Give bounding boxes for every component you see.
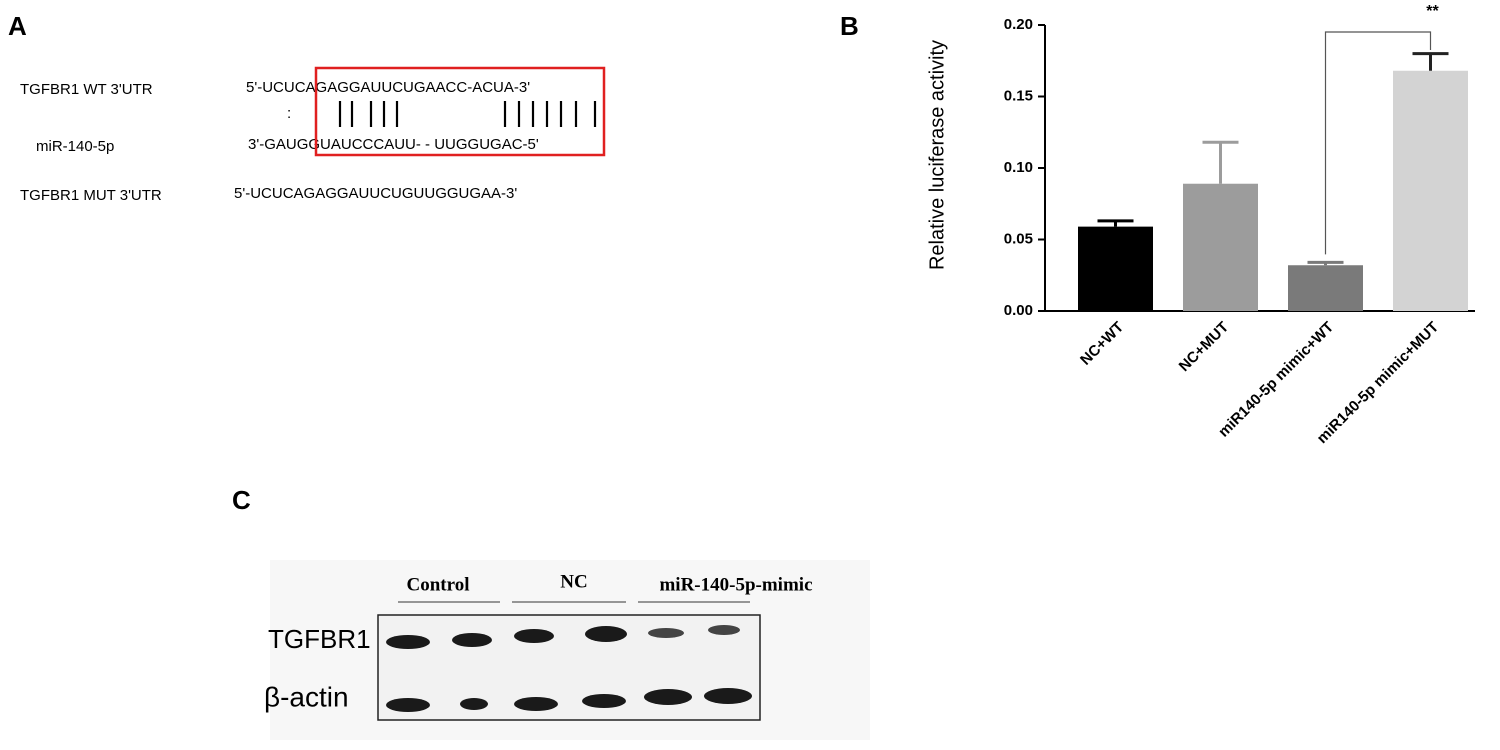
panel-label: B [840, 11, 859, 41]
error-bar [1097, 219, 1134, 227]
sequence-name: TGFBR1 MUT 3'UTR [20, 187, 162, 204]
x-tick-label: miR140-5p mimic+MUT [1314, 319, 1442, 447]
panel-label: A [8, 11, 27, 41]
y-axis-label: Relative luciferase activity [926, 40, 948, 270]
error-bar [1307, 260, 1344, 266]
panel-label: C [232, 485, 251, 515]
error-bar [1412, 52, 1449, 71]
error-bar [1202, 140, 1239, 184]
group-label: NC [560, 571, 587, 592]
row-label: β-actin [264, 681, 349, 712]
significance-label: ** [1426, 3, 1439, 20]
sequence: 3'-GAUGGUAUCCCAUU- - UUGGUGAC-5' [248, 136, 539, 153]
y-tick-label: 0.10 [1004, 159, 1033, 176]
y-tick-label: 0.15 [1004, 87, 1033, 104]
seed-box [314, 66, 606, 157]
x-tick-label: NC+WT [1077, 319, 1127, 369]
significance-bracket [1324, 31, 1432, 255]
bar [1288, 265, 1363, 311]
wobble-pair: : [287, 105, 291, 122]
sequence: 5'-UCUCAGAGGAUUCUGAACC-ACUA-3' [246, 79, 530, 96]
y-tick-label: 0.05 [1004, 230, 1033, 247]
x-tick-label: miR140-5p mimic+WT [1215, 319, 1337, 441]
sequence-name: TGFBR1 WT 3'UTR [20, 81, 153, 98]
base-pairs [338, 101, 597, 127]
group-label: Control [407, 574, 470, 595]
bar [1183, 183, 1258, 311]
row-label: TGFBR1 [268, 624, 371, 654]
bar [1078, 226, 1153, 311]
bar [1393, 70, 1468, 311]
y-tick-label: 0.00 [1004, 302, 1033, 319]
sequence: 5'-UCUCAGAGGAUUCUGUUGGUGAA-3' [234, 185, 517, 202]
x-tick-label: NC+MUT [1176, 319, 1233, 376]
bands [386, 625, 752, 712]
blot-frame [377, 614, 761, 721]
group-label: miR-140-5p-mimic [659, 574, 812, 595]
sequence-name: miR-140-5p [36, 138, 114, 155]
y-tick-label: 0.20 [1004, 16, 1033, 33]
